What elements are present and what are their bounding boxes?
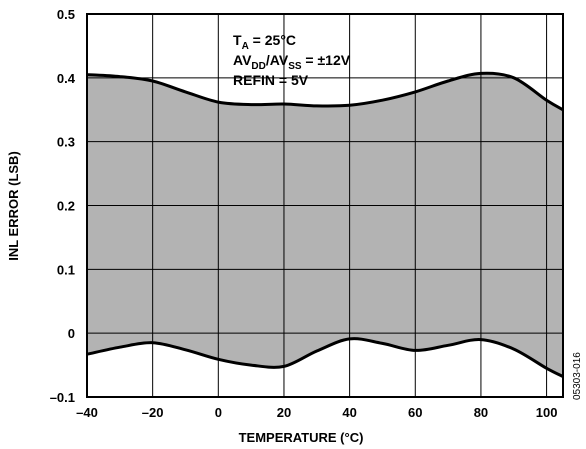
y-tick-label: 0.1 <box>57 262 75 277</box>
annotation-ta: TA = 25°C <box>233 32 296 52</box>
y-tick-label: –0.1 <box>50 390 75 405</box>
lower-limit-curve <box>86 337 564 378</box>
x-tick-label: 20 <box>277 405 291 420</box>
x-tick-label: 80 <box>474 405 488 420</box>
x-tick-label: 60 <box>408 405 422 420</box>
x-axis-title: TEMPERATURE (°C) <box>239 430 364 445</box>
y-tick-label: 0.4 <box>57 71 76 86</box>
x-tick-label: –40 <box>76 405 98 420</box>
x-tick-label: 0 <box>215 405 222 420</box>
figure-id: 05303-016 <box>572 352 583 400</box>
y-tick-label: 0.3 <box>57 135 75 150</box>
plot-frame <box>86 13 564 398</box>
x-tick-label: –20 <box>142 405 164 420</box>
y-tick-label: 0 <box>68 326 75 341</box>
y-tick-label: 0.2 <box>57 199 75 214</box>
y-tick-labels: –0.1 0 0.1 0.2 0.3 0.4 0.5 <box>50 7 76 405</box>
y-tick-label: 0.5 <box>57 7 75 22</box>
annotation-supply: AVDD/AVSS = ±12V <box>233 52 351 72</box>
annotation-refin: REFIN = 5V <box>233 72 309 88</box>
x-tick-label: 40 <box>342 405 356 420</box>
conditions-annotation: TA = 25°C AVDD/AVSS = ±12V REFIN = 5V <box>233 32 351 88</box>
inl-error-band-fill <box>87 73 563 377</box>
x-tick-label: 100 <box>536 405 558 420</box>
x-tick-labels: –40 –20 0 20 40 60 80 100 <box>76 405 557 420</box>
y-axis-title: INL ERROR (LSB) <box>6 151 21 261</box>
upper-limit-curve <box>86 71 564 112</box>
gridlines <box>87 14 563 397</box>
